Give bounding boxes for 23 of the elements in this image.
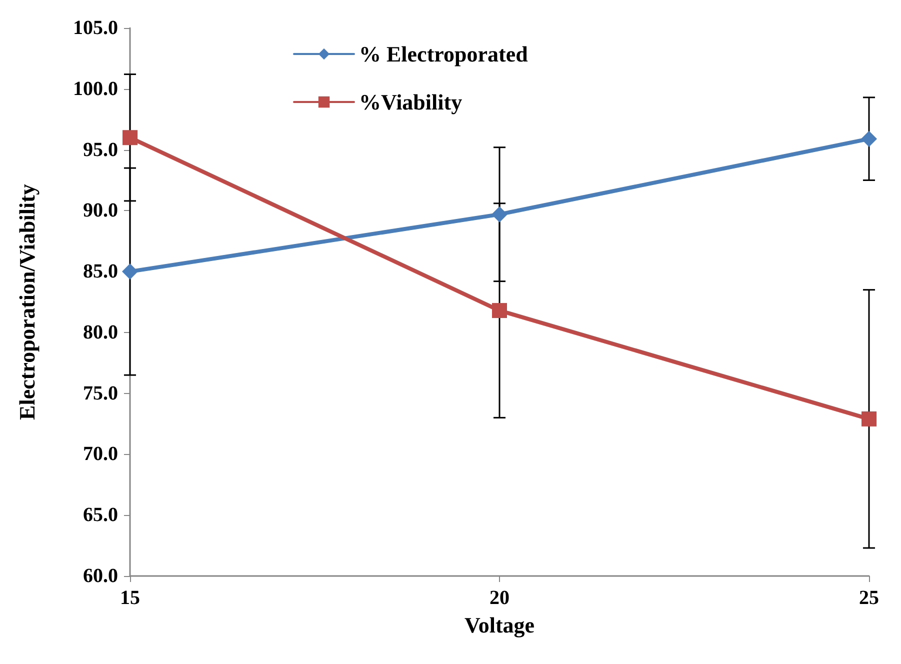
x-tick-label: 25 <box>859 587 879 609</box>
point <box>861 130 877 147</box>
point <box>122 130 138 146</box>
y-tick-label: 85.0 <box>83 260 118 283</box>
y-tick-label: 95.0 <box>83 138 118 161</box>
x-tick-label: 20 <box>490 587 510 609</box>
y-tick-label: 80.0 <box>83 321 118 344</box>
x-tick-label: 15 <box>120 587 140 609</box>
y-tick-label: 100.0 <box>73 78 118 100</box>
y-tick-label: 70.0 <box>83 443 118 466</box>
y-tick-label: 60.0 <box>83 565 118 587</box>
point <box>122 264 138 280</box>
y-tick-label: 90.0 <box>83 200 118 222</box>
point <box>862 411 876 426</box>
y-tick-label: 75.0 <box>83 382 118 404</box>
x-axis-title: Voltage <box>464 612 535 638</box>
point <box>492 303 507 318</box>
legend-label: %Viability <box>359 90 462 114</box>
y-tick-label: 105.0 <box>73 17 118 39</box>
legend-label: % Electroporated <box>359 42 528 66</box>
y-tick-label: 65.0 <box>83 504 118 526</box>
point <box>492 206 508 222</box>
y-axis-title: Electroporation/Viability <box>14 184 40 420</box>
